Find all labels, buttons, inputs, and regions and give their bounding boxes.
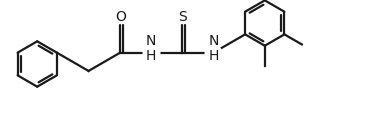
Text: S: S — [178, 10, 187, 24]
Text: H: H — [208, 49, 219, 63]
Text: N: N — [146, 34, 156, 48]
Text: N: N — [208, 34, 219, 48]
Text: O: O — [115, 10, 126, 24]
Text: H: H — [146, 49, 156, 63]
